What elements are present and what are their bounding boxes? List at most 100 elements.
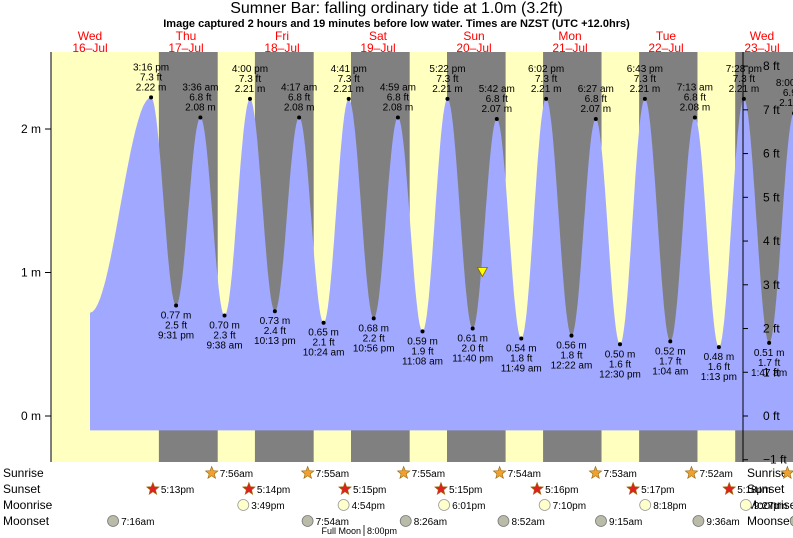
- day-label: Mon: [558, 29, 581, 43]
- high-tide-point: [692, 115, 697, 120]
- low-tide-metres: 0.52 m: [655, 346, 686, 357]
- day-label: Fri: [275, 29, 289, 43]
- low-tide-feet: 2.3 ft: [213, 331, 235, 342]
- low-tide-point: [767, 340, 772, 345]
- moonrise-icon: [237, 499, 250, 511]
- high-tide-feet: 7.3 ft: [634, 74, 656, 85]
- sunset-row-label-right: Sunset: [747, 482, 785, 496]
- high-tide-time: 3:16 pm: [133, 62, 169, 73]
- date-label: 22–Jul: [648, 41, 683, 55]
- low-tide-point: [420, 329, 425, 334]
- high-tide-metres: 2.07 m: [581, 104, 612, 115]
- high-tide-metres: 2.21 m: [432, 84, 463, 95]
- high-tide-metres: 2.21 m: [333, 84, 364, 95]
- sunset-time: 5:15pm: [353, 485, 386, 496]
- right-axis-label: 8 ft: [763, 59, 780, 73]
- sunrise-time: 7:52am: [699, 469, 732, 480]
- high-tide-time: 6:02 pm: [528, 64, 564, 75]
- sunrise-icon: [780, 465, 793, 479]
- low-tide-point: [519, 336, 524, 341]
- sunset-time: 5:17pm: [641, 485, 674, 496]
- low-tide-feet: 2.4 ft: [264, 326, 286, 337]
- tide-area-layer: [90, 97, 793, 431]
- low-tide-feet: 2.1 ft: [312, 338, 334, 349]
- high-tide-time: 6:27 am: [578, 84, 614, 95]
- moonset-icon: [595, 515, 607, 527]
- high-tide-point: [544, 96, 549, 101]
- low-tide-time: 12:22 am: [551, 361, 593, 372]
- day-label: Tue: [656, 29, 677, 43]
- moonrise-row-label-right: Moonrise: [747, 498, 793, 512]
- left-axis-label: 2 m: [21, 122, 41, 136]
- low-tide-metres: 0.68 m: [358, 323, 389, 334]
- high-tide-metres: 2.21 m: [531, 84, 562, 95]
- sunset-icon: [241, 481, 256, 495]
- moonrise-icon: [337, 499, 350, 511]
- low-tide-time: 1:47 am: [751, 368, 787, 379]
- sunset-icon: [434, 481, 448, 495]
- sunrise-row-label-left: Sunrise: [3, 466, 44, 480]
- left-axis-label: 0 m: [21, 409, 41, 423]
- high-tide-time: 7:28 pm: [726, 64, 762, 75]
- moonset-icon: [789, 515, 793, 527]
- low-tide-point: [618, 342, 622, 347]
- astro-rows-layer: Sunrise Sunrise Sunset Sunset Moonrise Moonri…: [3, 465, 793, 536]
- sunrise-time: 7:54am: [508, 469, 541, 480]
- moonrise-time: 4:54pm: [352, 501, 385, 512]
- low-tide-time: 9:31 pm: [158, 331, 194, 342]
- axes-layer: 0 m 1 m 2 m −1 ft 0 ft 1 ft 2 ft 3 ft 4 ft 5 ft 6 …: [21, 29, 787, 467]
- low-tide-time: 10:56 pm: [353, 343, 395, 354]
- low-tide-time: 10:24 am: [303, 348, 345, 359]
- high-tide-point: [149, 95, 154, 100]
- low-tide-feet: 2.2 ft: [363, 333, 385, 344]
- low-tide-metres: 0.56 m: [556, 341, 587, 352]
- low-tide-time: 12:30 pm: [599, 369, 641, 380]
- low-tide-time: 11:08 am: [402, 356, 443, 367]
- low-tide-point: [174, 303, 179, 308]
- sunset-icon: [145, 481, 160, 495]
- sunset-time: 5:16pm: [545, 485, 578, 496]
- low-tide-feet: 1.6 ft: [609, 359, 631, 370]
- low-tide-metres: 0.51 m: [754, 348, 785, 359]
- moonrise-icon: [639, 499, 652, 511]
- moonset-icon: [399, 515, 412, 527]
- high-tide-feet: 7.3 ft: [239, 74, 261, 85]
- sunset-time: 5:18pm: [737, 485, 770, 496]
- chart-subtitle: Image captured 2 hours and 19 minutes be…: [163, 18, 630, 30]
- high-tide-time: 4:00 pm: [232, 64, 268, 75]
- high-tide-feet: 6.8 ft: [684, 93, 706, 104]
- high-tide-time: 6:43 pm: [627, 64, 663, 75]
- low-tide-metres: 0.59 m: [407, 336, 438, 347]
- low-tide-metres: 0.48 m: [704, 352, 735, 363]
- sunset-icon: [722, 481, 737, 495]
- low-tide-feet: 1.9 ft: [411, 346, 433, 357]
- right-axis-label: 2 ft: [763, 322, 780, 336]
- sunrise-icon: [396, 465, 411, 479]
- right-axis-label: 0 ft: [763, 409, 780, 423]
- moonrise-icon: [438, 499, 450, 511]
- day-label: Sat: [369, 29, 388, 43]
- high-tide-metres: 2.11 m: [779, 98, 793, 109]
- low-tide-time: 10:13 pm: [254, 336, 296, 347]
- low-tide-point: [569, 333, 574, 338]
- low-tide-metres: 0.50 m: [605, 349, 636, 360]
- low-tide-point: [470, 326, 475, 331]
- low-tide-point: [371, 316, 376, 321]
- high-tide-feet: 7.3 ft: [436, 74, 458, 85]
- low-tide-point: [668, 339, 673, 344]
- low-tide-point: [716, 345, 721, 350]
- right-axis-label: 4 ft: [763, 234, 780, 248]
- high-tide-feet: 6.9 ft: [783, 88, 793, 99]
- date-label: 18–Jul: [264, 41, 299, 55]
- sunrise-icon: [204, 465, 219, 479]
- moonrise-time: 3:49pm: [251, 501, 284, 512]
- high-tide-point: [494, 116, 499, 121]
- date-label: 17–Jul: [168, 41, 203, 55]
- high-tide-point: [642, 96, 647, 101]
- tide-area: [90, 97, 793, 431]
- left-axis-label: 1 m: [21, 266, 41, 280]
- high-tide-time: 5:42 am: [479, 84, 515, 95]
- sunrise-row-label-right: Sunrise: [747, 466, 788, 480]
- high-tide-feet: 7.3 ft: [535, 74, 557, 85]
- high-tide-metres: 2.08 m: [383, 103, 414, 114]
